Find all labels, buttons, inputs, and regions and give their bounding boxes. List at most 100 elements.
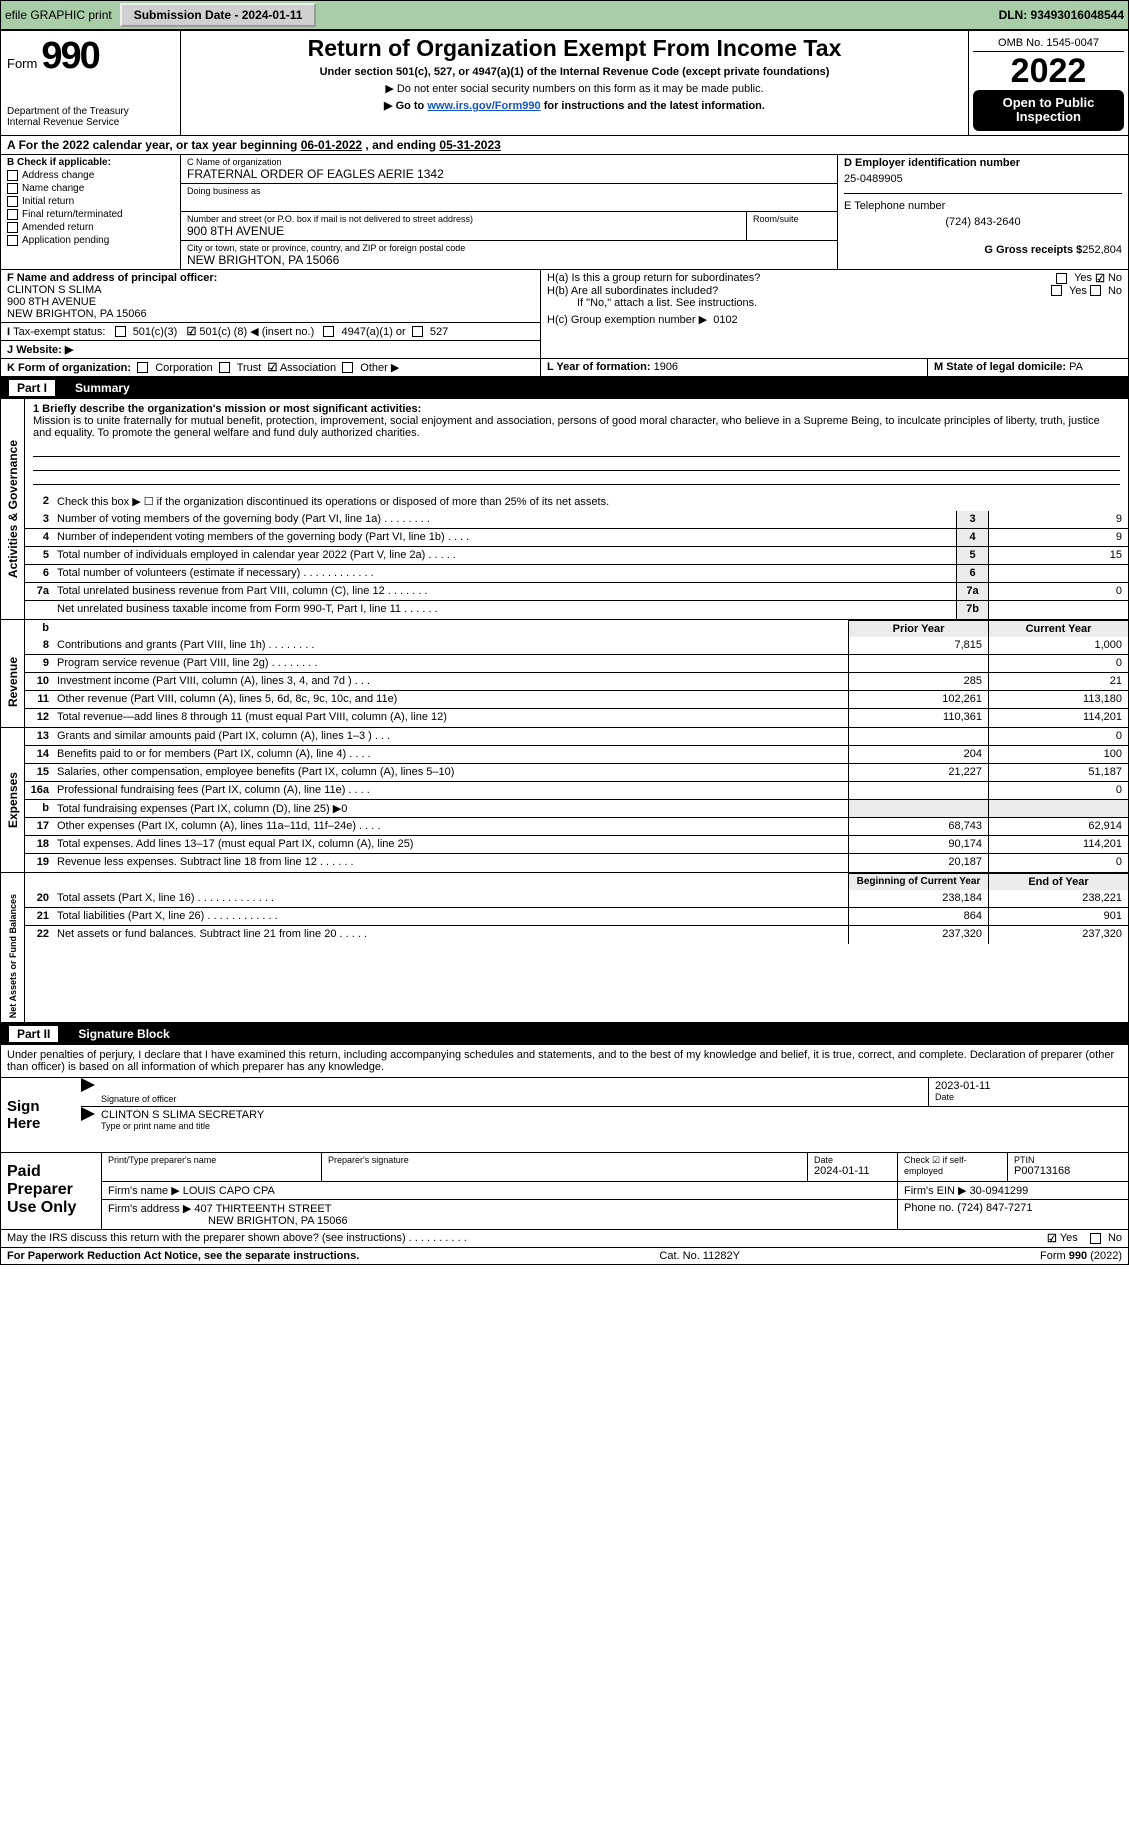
side-rev: Revenue [4, 653, 22, 711]
data-line-b: bTotal fundraising expenses (Part IX, co… [25, 800, 1128, 818]
firm-addr1: 407 THIRTEENTH STREET [194, 1203, 331, 1215]
b-item-4: Amended return [22, 222, 94, 233]
line-text: Total revenue—add lines 8 through 11 (mu… [53, 709, 848, 727]
line-val: 15 [988, 547, 1128, 564]
line-prior: 864 [848, 908, 988, 925]
part2-bar: Part II Signature Block [1, 1023, 1128, 1045]
line-val: 9 [988, 529, 1128, 546]
gov-line-7b: Net unrelated business taxable income fr… [25, 601, 1128, 619]
officer-typed-name: CLINTON S SLIMA SECRETARY [101, 1109, 1122, 1121]
firm-ein-label: Firm's EIN ▶ [904, 1185, 967, 1197]
k-o4: Other ▶ [360, 362, 399, 374]
col-c: C Name of organization FRATERNAL ORDER O… [181, 155, 838, 269]
col-end-year: End of Year [988, 873, 1128, 890]
i-o3: 4947(a)(1) or [342, 326, 406, 338]
chk-corp[interactable] [137, 362, 148, 373]
pp-sig-label: Preparer's signature [328, 1155, 801, 1165]
line-val: 0 [988, 583, 1128, 600]
b-item-3: Final return/terminated [22, 209, 123, 220]
hc-label: H(c) Group exemption number ▶ [547, 314, 707, 326]
chk-ha-yes[interactable] [1056, 273, 1067, 284]
header-row: Form 990 Department of the Treasury Inte… [1, 31, 1128, 136]
chk-discuss-no[interactable] [1090, 1233, 1101, 1244]
chk-hb-no[interactable] [1090, 285, 1101, 296]
gross-receipts: 252,804 [1082, 244, 1122, 256]
data-line-16a: 16aProfessional fundraising fees (Part I… [25, 782, 1128, 800]
chk-trust[interactable] [219, 362, 230, 373]
line-num: 12 [25, 709, 53, 727]
line-val [988, 565, 1128, 582]
line-current: 113,180 [988, 691, 1128, 708]
form-number: 990 [41, 35, 98, 78]
line-text: Revenue less expenses. Subtract line 18 … [53, 854, 848, 872]
data-line-20: 20Total assets (Part X, line 16) . . . .… [25, 890, 1128, 908]
chk-501c-checked: ☑ [186, 326, 196, 338]
line-box: 7b [956, 601, 988, 619]
chk-address-change[interactable] [7, 170, 18, 181]
line-current: 1,000 [988, 637, 1128, 654]
footer: For Paperwork Reduction Act Notice, see … [1, 1247, 1128, 1264]
i-o1: 501(c)(3) [133, 326, 178, 338]
line-prior: 20,187 [848, 854, 988, 872]
line-text: Program service revenue (Part VIII, line… [53, 655, 848, 672]
fh-row: F Name and address of principal officer:… [1, 270, 1128, 359]
line-val [988, 601, 1128, 619]
line-current: 901 [988, 908, 1128, 925]
form-word: Form [7, 56, 37, 71]
chk-501c3[interactable] [115, 326, 126, 337]
col-current-year: Current Year [988, 620, 1128, 637]
data-line-9: 9Program service revenue (Part VIII, lin… [25, 655, 1128, 673]
form-subtitle-1: Under section 501(c), 527, or 4947(a)(1)… [187, 66, 962, 78]
line-text: Other expenses (Part IX, column (A), lin… [53, 818, 848, 835]
pp-date-label: Date [814, 1155, 891, 1165]
firm-phone-label: Phone no. [904, 1202, 954, 1214]
header-left: Form 990 Department of the Treasury Inte… [1, 31, 181, 135]
type-label: Type or print name and title [101, 1121, 1122, 1131]
chk-name-change[interactable] [7, 183, 18, 194]
c-name-label: C Name of organization [187, 157, 831, 167]
line-box: 7a [956, 583, 988, 600]
room-label: Room/suite [753, 214, 831, 224]
line-text: Total liabilities (Part X, line 26) . . … [53, 908, 848, 925]
line-num: 22 [25, 926, 53, 944]
pp-self-label: Check ☑ if self-employed [904, 1155, 1001, 1176]
paid-label: Paid Preparer Use Only [1, 1153, 101, 1229]
form-subtitle-3: ▶ Go to www.irs.gov/Form990 for instruct… [187, 99, 962, 112]
line-num: 5 [25, 547, 53, 564]
submission-date-button[interactable]: Submission Date - 2024-01-11 [120, 3, 317, 27]
efile-topbar: efile GRAPHIC print Submission Date - 20… [0, 0, 1129, 30]
line-current: 100 [988, 746, 1128, 763]
sub3-post: for instructions and the latest informat… [541, 100, 765, 112]
chk-app-pending[interactable] [7, 235, 18, 246]
chk-final-return[interactable] [7, 209, 18, 220]
chk-hb-yes[interactable] [1051, 285, 1062, 296]
line-current: 21 [988, 673, 1128, 690]
line-text: Number of voting members of the governin… [53, 511, 956, 528]
ha-no: No [1108, 272, 1122, 284]
sig-date-val: 2023-01-11 [935, 1080, 1122, 1092]
efile-label: efile GRAPHIC print [5, 8, 112, 22]
line-prior: 102,261 [848, 691, 988, 708]
m-label: M State of legal domicile: [934, 361, 1066, 373]
part2-title: Signature Block [78, 1027, 169, 1041]
hb-yes: Yes [1069, 285, 1087, 297]
period-row: A For the 2022 calendar year, or tax yea… [1, 136, 1128, 155]
city-value: NEW BRIGHTON, PA 15066 [187, 253, 831, 267]
line-num: 14 [25, 746, 53, 763]
chk-initial-return[interactable] [7, 196, 18, 207]
col-f: F Name and address of principal officer:… [1, 270, 541, 358]
pp-name-label: Print/Type preparer's name [108, 1155, 315, 1165]
chk-4947[interactable] [323, 326, 334, 337]
chk-other[interactable] [342, 362, 353, 373]
chk-527[interactable] [412, 326, 423, 337]
chk-amended[interactable] [7, 222, 18, 233]
form990-link[interactable]: www.irs.gov/Form990 [427, 100, 540, 112]
line-num: 20 [25, 890, 53, 907]
ha-label: H(a) Is this a group return for subordin… [547, 272, 1056, 284]
officer-city: NEW BRIGHTON, PA 15066 [7, 308, 534, 320]
line-text: Investment income (Part VIII, column (A)… [53, 673, 848, 690]
line-text: Total assets (Part X, line 16) . . . . .… [53, 890, 848, 907]
line-current: 51,187 [988, 764, 1128, 781]
period-end: 05-31-2023 [439, 138, 500, 152]
form-title: Return of Organization Exempt From Incom… [187, 35, 962, 62]
